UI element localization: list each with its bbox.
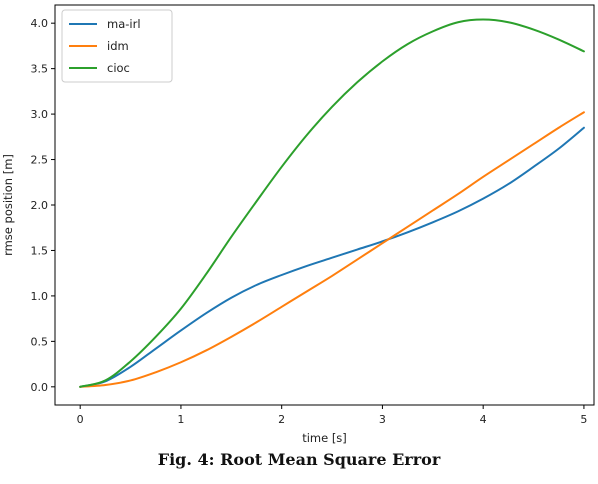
- y-tick-label: 3.0: [31, 108, 49, 121]
- y-tick-label: 3.5: [31, 63, 49, 76]
- legend-box: [61, 9, 173, 83]
- x-tick-label: 0: [77, 413, 84, 426]
- line-chart: 0 1 2 3 4 5 0.0 0.5 1.0 1.5 2.0 2.5 3.0 3.5 4.0 time …: [1, 4, 595, 445]
- series-lines: [79, 18, 585, 388]
- x-tick-label: 1: [177, 413, 184, 426]
- x-tick-label: 4: [480, 413, 487, 426]
- x-axis: 0 1 2 3 4 5: [77, 405, 587, 426]
- y-tick-label: 0.0: [31, 381, 49, 394]
- series-line-cioc: [79, 18, 585, 388]
- series-line-idm: [79, 111, 585, 388]
- y-axis: 0.0 0.5 1.0 1.5 2.0 2.5 3.0 3.5 4.0: [31, 17, 55, 394]
- x-tick-label: 3: [379, 413, 386, 426]
- y-tick-label: 1.5: [31, 244, 49, 257]
- legend-label-ma-irl: ma-irl: [107, 17, 141, 31]
- y-axis-label: rmse position [m]: [1, 154, 15, 256]
- x-tick-label: 5: [580, 413, 587, 426]
- figure-caption: Fig. 4: Root Mean Square Error: [157, 450, 441, 469]
- legend-label-cioc: cioc: [107, 61, 130, 75]
- y-tick-label: 2.0: [31, 199, 49, 212]
- legend-label-idm: idm: [107, 39, 129, 53]
- y-tick-label: 1.0: [31, 290, 49, 303]
- y-tick-label: 0.5: [31, 335, 49, 348]
- series-line-ma-irl: [79, 126, 585, 388]
- x-axis-label: time [s]: [302, 431, 347, 445]
- y-tick-label: 2.5: [31, 154, 49, 167]
- legend: ma-irl idm cioc: [61, 9, 173, 83]
- y-tick-label: 4.0: [31, 17, 49, 30]
- x-tick-label: 2: [278, 413, 285, 426]
